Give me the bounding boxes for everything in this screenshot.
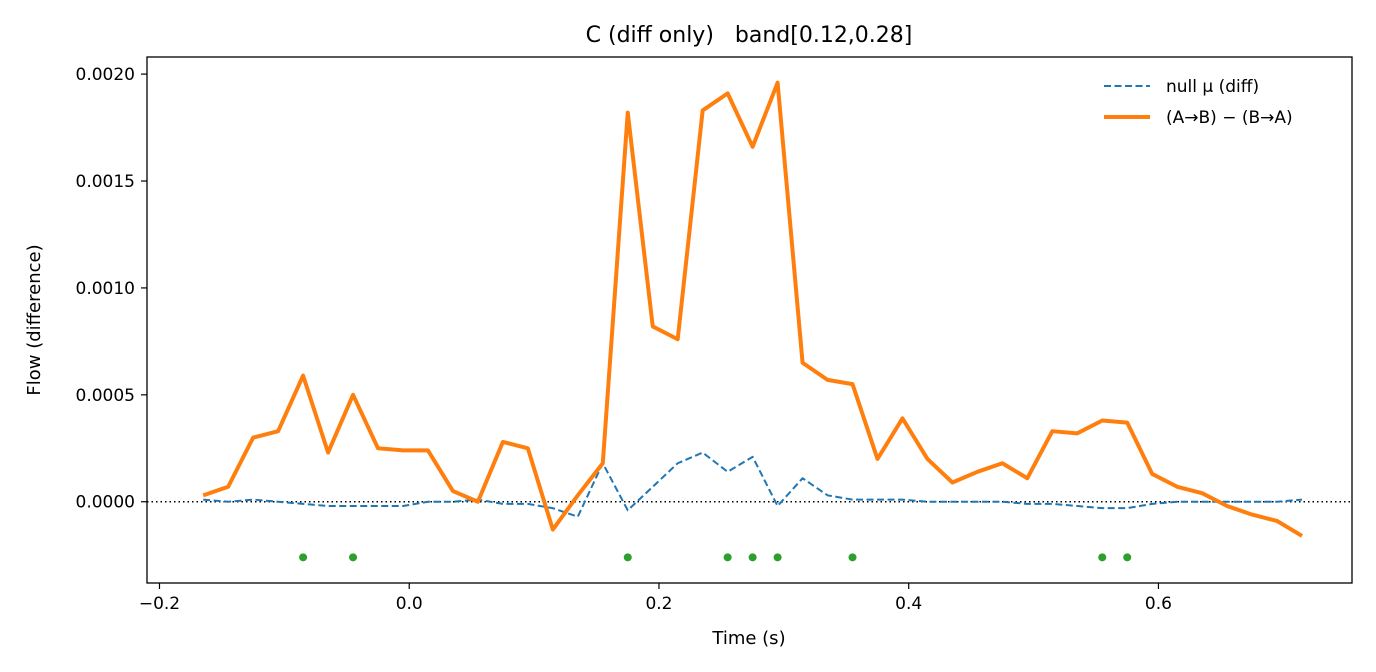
y-tick-label: 0.0020 bbox=[76, 65, 135, 85]
marker-point bbox=[299, 553, 308, 562]
x-tick-label: 0.2 bbox=[645, 594, 672, 614]
x-tick-label: 0.4 bbox=[895, 594, 922, 614]
y-tick-label: 0.0005 bbox=[76, 386, 135, 406]
marker-point bbox=[349, 553, 358, 562]
x-axis-label: Time (s) bbox=[711, 628, 785, 649]
x-tick-label: 0.6 bbox=[1145, 594, 1172, 614]
marker-point bbox=[1123, 553, 1132, 562]
y-axis-ticks: 0.0000 0.0005 0.0010 0.0015 0.0020 bbox=[76, 65, 147, 513]
marker-point bbox=[1098, 553, 1107, 562]
x-axis-ticks: −0.2 0.0 0.2 0.4 0.6 bbox=[139, 583, 1172, 614]
y-tick-label: 0.0010 bbox=[76, 279, 135, 299]
legend-label-null-mu: null μ (diff) bbox=[1166, 77, 1259, 97]
marker-point bbox=[748, 553, 757, 562]
marker-point bbox=[848, 553, 857, 562]
y-axis-label: Flow (difference) bbox=[24, 244, 45, 395]
series-layer bbox=[202, 80, 1304, 538]
marker-point bbox=[773, 553, 782, 562]
chart-title: C (diff only) band[0.12,0.28] bbox=[586, 23, 913, 48]
marker-point bbox=[623, 553, 632, 562]
series-line-diff bbox=[202, 80, 1304, 538]
x-tick-label: −0.2 bbox=[139, 594, 180, 614]
plot-frame bbox=[146, 56, 1353, 584]
x-tick-label: 0.0 bbox=[396, 594, 423, 614]
legend-label-diff: (A→B) − (B→A) bbox=[1166, 108, 1293, 128]
series-line-null-mu bbox=[203, 451, 1303, 518]
marker-point bbox=[723, 553, 732, 562]
y-tick-label: 0.0000 bbox=[76, 493, 135, 513]
marker-layer bbox=[299, 553, 1132, 562]
y-tick-label: 0.0015 bbox=[76, 172, 135, 192]
legend: null μ (diff) (A→B) − (B→A) bbox=[1104, 77, 1293, 128]
